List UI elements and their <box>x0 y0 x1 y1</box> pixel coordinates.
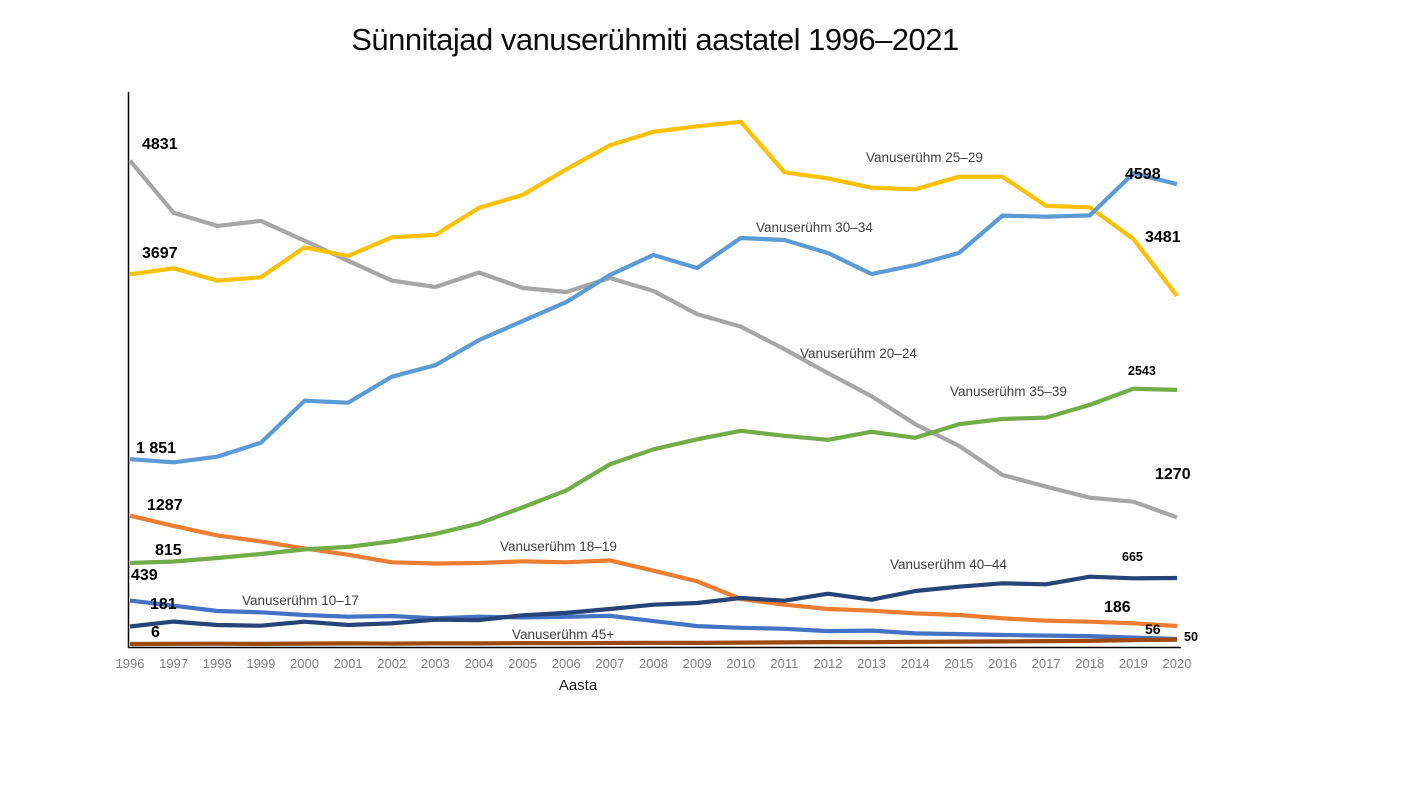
x-tick-2010: 2010 <box>726 656 756 671</box>
x-tick-2000: 2000 <box>290 656 319 671</box>
value-label-start-30-34: 1 851 <box>136 440 177 457</box>
value-label-end-40-44: 665 <box>1122 550 1143 564</box>
x-tick-2019: 2019 <box>1118 656 1148 671</box>
value-label-end-25-29: 3481 <box>1145 229 1181 246</box>
x-tick-2012: 2012 <box>813 656 843 671</box>
x-tick-1996: 1996 <box>115 656 145 671</box>
x-tick-1997: 1997 <box>159 656 189 671</box>
series-label-30-34: Vanuserühm 30–34 <box>756 220 873 235</box>
value-label-end-20-24: 1270 <box>1155 466 1191 483</box>
series-line--18-19 <box>129 513 1178 629</box>
x-tick-2004: 2004 <box>464 656 494 671</box>
series-label-20-24: Vanuserühm 20–24 <box>800 346 917 361</box>
value-label-start-25-29: 3697 <box>142 245 178 262</box>
value-label-end-18-19: 186 <box>1104 599 1131 616</box>
value-label-start-40-44: 181 <box>150 596 177 613</box>
series-line--25-29 <box>129 119 1179 298</box>
x-tick-1998: 1998 <box>202 656 232 671</box>
series-label-10-17: Vanuserühm 10–17 <box>242 593 359 608</box>
value-label-end-45plus: 50 <box>1184 630 1198 644</box>
value-label-end-30-34: 4598 <box>1125 166 1161 183</box>
x-tick-2016: 2016 <box>988 656 1017 671</box>
series-line--10-17 <box>129 598 1178 642</box>
value-label-end-35-39: 2543 <box>1128 364 1156 378</box>
x-tick-2015: 2015 <box>944 656 974 671</box>
value-label-start-20-24: 4831 <box>142 136 178 153</box>
x-tick-2005: 2005 <box>508 656 538 671</box>
series-line--35-39 <box>129 386 1178 566</box>
x-tick-2020: 2020 <box>1162 656 1192 671</box>
x-tick-1999: 1999 <box>246 656 276 671</box>
series-line--30-34 <box>129 171 1178 465</box>
series-line--45+ <box>129 637 1178 647</box>
chart-title: Sünnitajad vanuserühmiti aastatel 1996–2… <box>351 22 959 57</box>
x-tick-2003: 2003 <box>420 656 450 671</box>
x-tick-2014: 2014 <box>900 656 930 671</box>
x-tick-2001: 2001 <box>333 656 363 671</box>
x-axis-title: Aasta <box>558 677 598 694</box>
value-label-start-35-39: 815 <box>155 542 182 559</box>
x-tick-2007: 2007 <box>595 656 625 671</box>
x-tick-2009: 2009 <box>682 656 712 671</box>
x-tick-2013: 2013 <box>857 656 887 671</box>
series-line--40-44 <box>129 574 1178 629</box>
series-label-18-19: Vanuserühm 18–19 <box>500 539 617 554</box>
value-label-start-10-17: 439 <box>131 567 158 584</box>
x-tick-2017: 2017 <box>1031 656 1061 671</box>
x-tick-2002: 2002 <box>377 656 407 671</box>
x-tick-2008: 2008 <box>639 656 668 671</box>
x-tick-2011: 2011 <box>770 656 799 671</box>
series-label-25-29: Vanuserühm 25–29 <box>866 150 983 165</box>
x-tick-2018: 2018 <box>1075 656 1105 671</box>
series-label-35-39: Vanuserühm 35–39 <box>950 384 1067 399</box>
value-label-end-10-17: 56 <box>1145 621 1161 637</box>
x-tick-2006: 2006 <box>551 656 581 671</box>
value-label-start-18-19: 1287 <box>147 497 183 514</box>
series-label-45plus: Vanuserühm 45+ <box>512 627 615 642</box>
series-label-40-44: Vanuserühm 40–44 <box>890 557 1007 572</box>
value-label-start-45plus: 6 <box>151 624 160 641</box>
series-line--20-24 <box>128 159 1178 520</box>
